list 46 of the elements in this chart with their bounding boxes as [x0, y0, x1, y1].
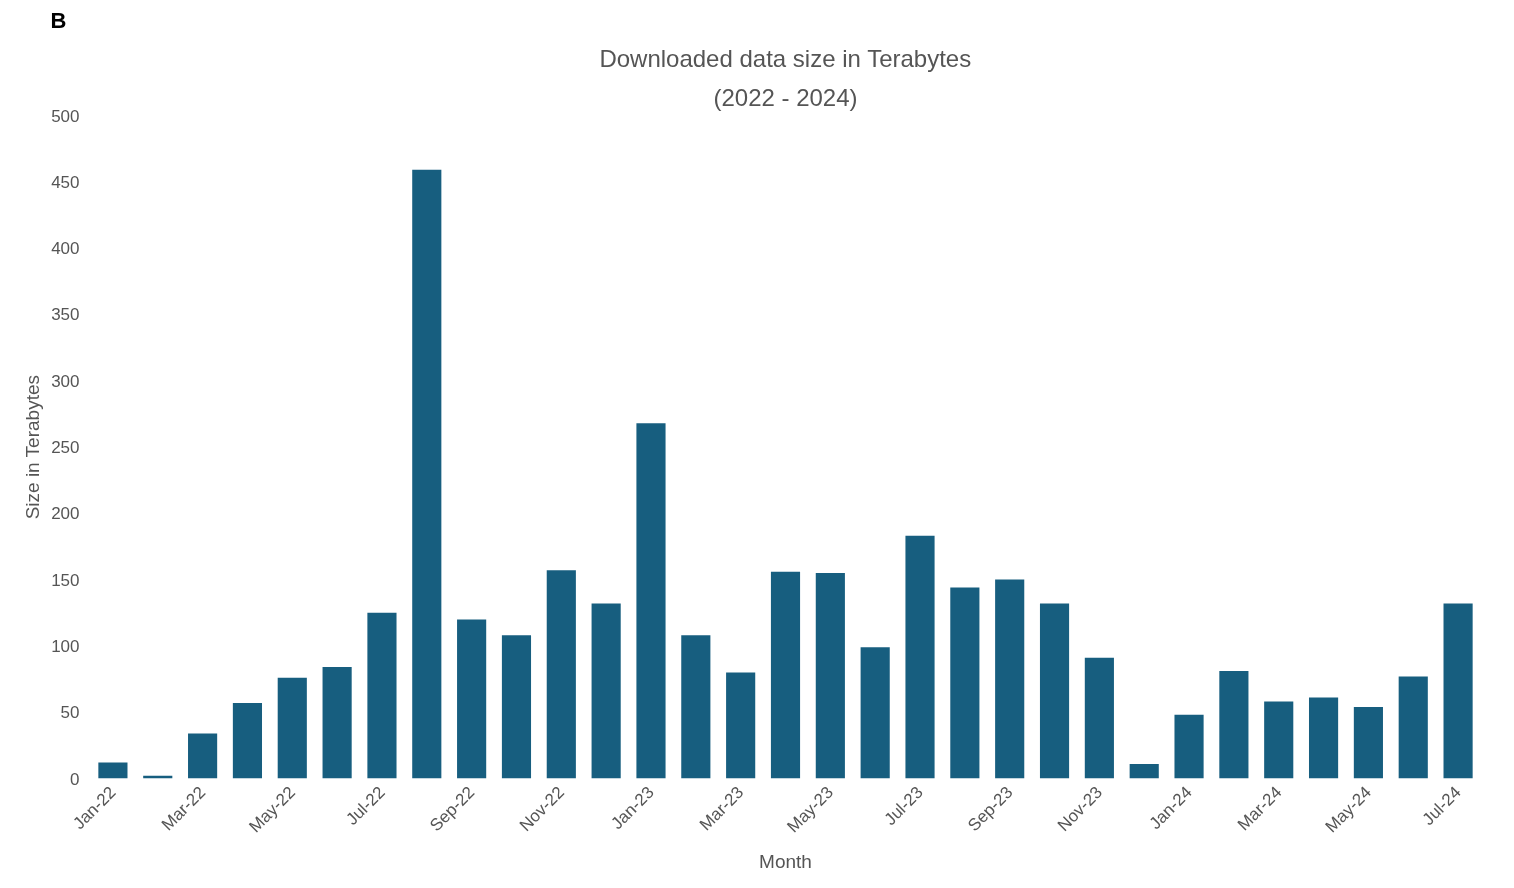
bar — [277, 677, 307, 779]
text: B — [50, 7, 67, 33]
bar — [726, 672, 756, 779]
bar — [188, 733, 218, 779]
y-tick-label: 0 — [70, 769, 80, 789]
bar — [1353, 706, 1383, 779]
bar — [1129, 763, 1159, 779]
bar — [770, 571, 801, 779]
bar — [367, 612, 397, 779]
bar — [905, 535, 935, 779]
chart-subtitle: (2022 - 2024) — [713, 83, 858, 111]
y-tick-label: 300 — [51, 371, 80, 391]
y-tick-label: 500 — [51, 106, 80, 126]
bar — [501, 635, 532, 779]
bar — [591, 603, 621, 779]
y-tick-label: 50 — [60, 703, 80, 723]
bar — [1039, 603, 1070, 779]
y-axis-title: Size in Terabytes — [22, 375, 44, 520]
chart-title: Downloaded data size in Terabytes — [599, 44, 972, 72]
bar — [860, 647, 890, 779]
x-axis-title: Month — [759, 851, 812, 873]
bar — [1174, 714, 1204, 779]
bar — [636, 423, 666, 779]
y-tick-label: 350 — [51, 305, 80, 325]
bar — [1398, 676, 1428, 779]
y-tick-label: 150 — [51, 570, 80, 590]
y-tick-label: 450 — [51, 172, 80, 192]
bar — [232, 702, 263, 779]
bar — [322, 667, 352, 779]
y-tick-label: 250 — [51, 438, 80, 457]
y-tick-label: 100 — [51, 636, 80, 656]
bar — [995, 579, 1025, 779]
y-tick-label: 200 — [51, 504, 80, 524]
bar — [1264, 701, 1294, 779]
bar — [1219, 671, 1249, 779]
bar — [1084, 657, 1114, 779]
bar — [681, 635, 711, 779]
bar — [1443, 603, 1473, 779]
bar — [815, 572, 845, 779]
y-tick-label: 400 — [51, 239, 80, 259]
bar — [457, 619, 487, 779]
bar — [950, 587, 980, 779]
bar — [412, 169, 442, 779]
bar — [98, 762, 128, 779]
bar — [1308, 697, 1339, 779]
bar — [546, 570, 576, 779]
